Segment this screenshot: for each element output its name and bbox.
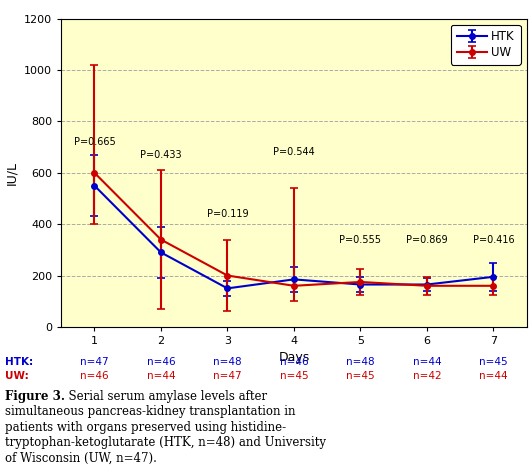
Text: P=0.555: P=0.555 xyxy=(339,235,381,245)
Text: n=47: n=47 xyxy=(213,371,242,381)
Text: n=46: n=46 xyxy=(80,371,109,381)
Text: P=0.119: P=0.119 xyxy=(206,209,248,219)
Text: tryptophan-ketoglutarate (HTK, n=48) and University: tryptophan-ketoglutarate (HTK, n=48) and… xyxy=(5,436,326,449)
Text: n=44: n=44 xyxy=(147,371,175,381)
Text: UW:: UW: xyxy=(5,371,29,381)
Text: HTK:: HTK: xyxy=(5,357,34,367)
Text: n=46: n=46 xyxy=(147,357,175,367)
Text: n=46: n=46 xyxy=(280,357,308,367)
Text: n=45: n=45 xyxy=(280,371,308,381)
Text: Serial serum amylase levels after: Serial serum amylase levels after xyxy=(61,390,267,403)
Text: n=48: n=48 xyxy=(346,357,375,367)
Text: P=0.416: P=0.416 xyxy=(472,235,514,245)
Text: P=0.869: P=0.869 xyxy=(406,235,448,245)
Text: n=42: n=42 xyxy=(413,371,441,381)
Text: simultaneous pancreas-kidney transplantation in: simultaneous pancreas-kidney transplanta… xyxy=(5,405,296,418)
Legend: HTK, UW: HTK, UW xyxy=(451,25,521,65)
Text: n=45: n=45 xyxy=(479,357,508,367)
Text: n=45: n=45 xyxy=(346,371,375,381)
Text: Figure 3.: Figure 3. xyxy=(5,390,65,403)
Text: n=44: n=44 xyxy=(479,371,508,381)
X-axis label: Days: Days xyxy=(278,352,310,364)
Text: n=44: n=44 xyxy=(413,357,441,367)
Text: n=47: n=47 xyxy=(80,357,109,367)
Text: of Wisconsin (UW, n=47).: of Wisconsin (UW, n=47). xyxy=(5,452,157,465)
Text: n=48: n=48 xyxy=(213,357,242,367)
Text: P=0.544: P=0.544 xyxy=(273,148,315,157)
Text: P=0.433: P=0.433 xyxy=(140,150,182,160)
Y-axis label: IU/L: IU/L xyxy=(5,161,19,185)
Text: patients with organs preserved using histidine-: patients with organs preserved using his… xyxy=(5,421,286,434)
Text: P=0.665: P=0.665 xyxy=(73,137,115,147)
